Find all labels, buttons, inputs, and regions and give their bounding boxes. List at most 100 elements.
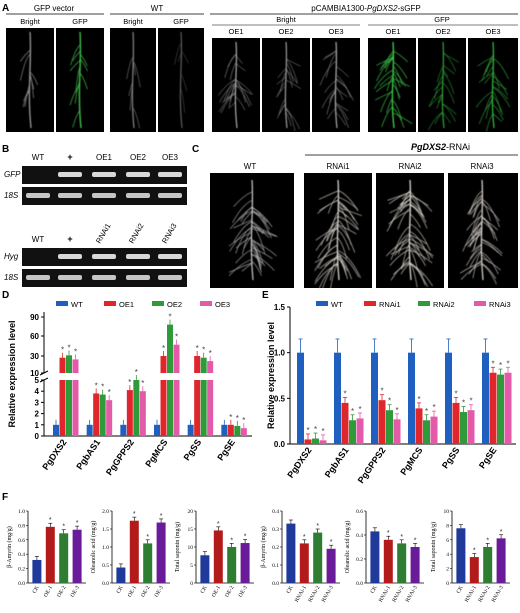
root-branch [394, 226, 411, 250]
root-branch [337, 250, 361, 278]
e-bar [467, 410, 475, 444]
d-sig-star: * [209, 349, 212, 358]
root-branch [392, 78, 400, 100]
f-ytick-label: 15 [188, 527, 194, 533]
root-branch [251, 244, 261, 270]
gel-band-target [58, 172, 82, 177]
root-branch [219, 82, 237, 103]
d-sig-star: * [242, 416, 245, 425]
e-ytick-label: 1.0 [274, 349, 286, 358]
root-branch [481, 252, 499, 275]
e-category-label: PgGPPS2 [356, 445, 388, 485]
a-gfp-oe3: OE3 [485, 27, 500, 36]
d-legend-label: OE2 [167, 300, 182, 309]
root-branch [486, 113, 494, 132]
root-branch [251, 240, 277, 257]
root-branch [235, 85, 250, 107]
f-bar [286, 523, 296, 583]
e-sig-star: * [358, 405, 361, 414]
f-category-label: CK [370, 585, 379, 595]
root-branch [409, 249, 433, 264]
root-branch [277, 68, 287, 79]
root-branch [392, 65, 403, 86]
e-sig-star: * [380, 387, 383, 396]
root-branch [481, 257, 501, 271]
root-branch [218, 78, 237, 96]
root-branch [251, 221, 265, 233]
root-branch [235, 236, 253, 249]
root-branch [399, 194, 411, 207]
d-sig-star: * [202, 346, 205, 355]
root-branch [318, 263, 339, 290]
root-branch [242, 228, 253, 255]
e-sig-star: * [425, 407, 428, 416]
d-bar-upper [173, 344, 180, 373]
a-gfp-oe2: OE2 [435, 27, 450, 36]
root-branch [492, 80, 508, 90]
root-branch [228, 259, 253, 277]
gel-band-18s [58, 193, 82, 198]
root-branch [409, 223, 431, 251]
gel2-lane-rnai1: RNAi1 [94, 222, 113, 245]
root-branch [409, 235, 420, 251]
f-category-label: RNAi-1 [294, 585, 308, 604]
root-main [334, 41, 338, 129]
root-branch [462, 223, 483, 252]
f-category-label: RNAi-2 [477, 585, 491, 604]
f-ytick-label: 0.0 [356, 581, 363, 587]
f-bar [483, 547, 493, 583]
f-subchart-5: 0.0 0.2 0.4 0.6 Oleanolic acid (mg/g) CK * RNAi… [344, 509, 424, 603]
root-branch [337, 253, 360, 278]
f-sig-star: * [316, 523, 319, 530]
e-sig-star: * [321, 427, 324, 436]
root-branch [285, 79, 302, 89]
root-branch [232, 200, 253, 223]
root-branch [237, 207, 253, 221]
root-branch [276, 76, 287, 85]
root-branch [337, 215, 358, 230]
d-bar-lower [173, 380, 180, 436]
root-branch [285, 59, 298, 83]
root-branch [233, 191, 253, 207]
d-sig-star: * [175, 333, 178, 342]
f-ytick-label: 0.0 [272, 581, 279, 587]
root-branch [337, 229, 350, 251]
root-branch [337, 196, 358, 210]
root-branch [437, 92, 444, 103]
e-legend-swatch [418, 301, 430, 306]
root-branch [409, 242, 420, 257]
a-photo-oe1-gfp [368, 38, 416, 132]
root-branch [428, 86, 444, 107]
root-branch [180, 89, 185, 113]
d-bar [99, 394, 106, 436]
f-ytick-label: 0.8 [18, 523, 25, 529]
root-branch [324, 256, 339, 267]
root-branch [492, 104, 504, 121]
root-branch [483, 59, 494, 76]
d-bar [120, 424, 127, 436]
root-branch [442, 69, 449, 78]
root-branch [251, 207, 273, 228]
f-ytick-label: 2.0 [102, 509, 109, 515]
root-branch [251, 228, 278, 237]
root-branch [335, 102, 349, 112]
root-branch [251, 210, 269, 223]
f-subchart-3: 0 5 10 15 20 Total saponin (mg/g) CK * OE-1 * OE-2… [174, 509, 254, 598]
root-branch [220, 92, 237, 114]
a-root-oe3-gfp [475, 41, 511, 132]
f-category-label: OE-2 [224, 585, 235, 599]
root-branch [285, 112, 292, 127]
f-category-label: RNAi-1 [464, 585, 478, 604]
d-category-label: PgSS [182, 437, 204, 462]
d-legend-swatch [152, 301, 164, 306]
d-sig-star: * [95, 381, 98, 390]
root-branch [329, 89, 337, 100]
f-ytick-label: 10 [188, 545, 194, 551]
root-branch [492, 113, 502, 122]
a-root-oe2-bright [276, 41, 302, 132]
f-ytick-label: 1.0 [102, 545, 109, 551]
e-bar [504, 372, 512, 444]
root-branch [468, 190, 483, 215]
d-sig-star: * [67, 343, 70, 352]
